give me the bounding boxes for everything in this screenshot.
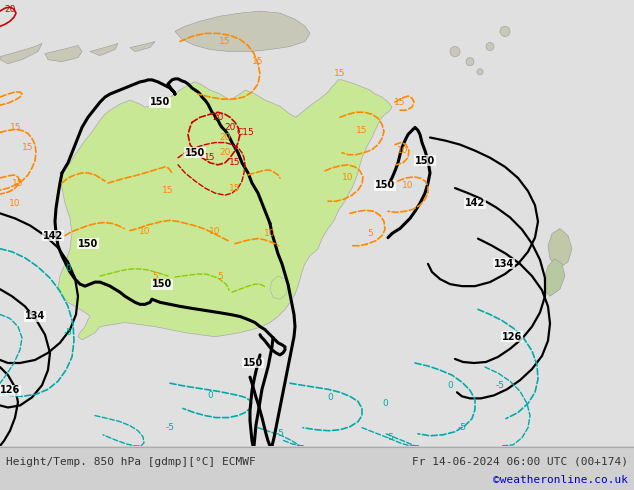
Text: 10: 10 <box>398 146 409 155</box>
Text: 150: 150 <box>152 279 172 289</box>
Text: 15: 15 <box>12 178 23 188</box>
Text: Fr 14-06-2024 06:00 UTC (00+174): Fr 14-06-2024 06:00 UTC (00+174) <box>412 457 628 467</box>
Polygon shape <box>270 276 288 299</box>
Text: 10: 10 <box>264 229 276 238</box>
Text: 150: 150 <box>185 147 205 158</box>
Text: 126: 126 <box>502 332 522 342</box>
Text: 0: 0 <box>382 399 388 408</box>
Text: 0: 0 <box>327 393 333 402</box>
Text: -5: -5 <box>165 423 174 432</box>
Text: -5: -5 <box>276 429 285 438</box>
Text: ©weatheronline.co.uk: ©weatheronline.co.uk <box>493 475 628 485</box>
Text: 15: 15 <box>219 37 231 46</box>
Text: 150: 150 <box>415 156 435 166</box>
Text: 10: 10 <box>10 199 21 208</box>
Polygon shape <box>130 42 155 51</box>
Text: 20: 20 <box>4 4 16 14</box>
Circle shape <box>477 69 483 75</box>
Polygon shape <box>58 80 392 340</box>
Text: 5: 5 <box>217 271 223 281</box>
Text: 15: 15 <box>22 143 34 152</box>
Text: 142: 142 <box>465 198 485 208</box>
Text: 126: 126 <box>0 385 20 395</box>
Text: 5: 5 <box>367 229 373 238</box>
Text: 15: 15 <box>252 57 264 66</box>
Text: 10: 10 <box>209 227 221 236</box>
Text: 20: 20 <box>212 113 224 122</box>
Circle shape <box>486 43 494 50</box>
Text: 20: 20 <box>224 123 236 132</box>
Text: 10: 10 <box>402 180 414 190</box>
Text: 5: 5 <box>152 271 158 281</box>
Text: 15: 15 <box>230 158 241 167</box>
Text: -5: -5 <box>496 381 505 390</box>
Text: 15: 15 <box>394 98 406 107</box>
Polygon shape <box>90 44 118 55</box>
Text: 15: 15 <box>10 123 22 132</box>
Polygon shape <box>0 0 634 446</box>
Text: 0: 0 <box>65 265 71 273</box>
Text: 15: 15 <box>356 126 368 135</box>
Text: 150: 150 <box>375 180 395 190</box>
Text: 142: 142 <box>43 231 63 241</box>
Text: 20: 20 <box>219 133 231 142</box>
Text: 150: 150 <box>78 239 98 249</box>
Polygon shape <box>0 44 42 64</box>
Text: 134: 134 <box>25 312 45 321</box>
Text: 15: 15 <box>204 153 216 162</box>
Text: C15: C15 <box>236 128 254 137</box>
Circle shape <box>450 47 460 57</box>
Text: 20: 20 <box>219 148 231 157</box>
Polygon shape <box>45 46 82 62</box>
Circle shape <box>466 58 474 66</box>
Text: -5: -5 <box>385 433 394 442</box>
Text: 15: 15 <box>230 184 241 193</box>
Text: 10: 10 <box>342 173 354 182</box>
Polygon shape <box>0 446 634 490</box>
Text: 15: 15 <box>334 69 346 78</box>
Circle shape <box>500 26 510 36</box>
Text: 10: 10 <box>139 227 151 236</box>
Text: 150: 150 <box>243 358 263 368</box>
Text: 15: 15 <box>162 186 174 195</box>
Text: -5: -5 <box>63 328 72 337</box>
Text: 134: 134 <box>494 259 514 269</box>
Polygon shape <box>544 259 565 296</box>
Text: -5: -5 <box>458 423 467 432</box>
Text: Height/Temp. 850 hPa [gdmp][°C] ECMWF: Height/Temp. 850 hPa [gdmp][°C] ECMWF <box>6 457 256 467</box>
Polygon shape <box>175 11 310 51</box>
Text: 150: 150 <box>150 97 170 107</box>
Text: 0: 0 <box>502 332 508 341</box>
Text: 0: 0 <box>207 391 213 400</box>
Text: 0: 0 <box>447 381 453 390</box>
Polygon shape <box>548 228 572 269</box>
